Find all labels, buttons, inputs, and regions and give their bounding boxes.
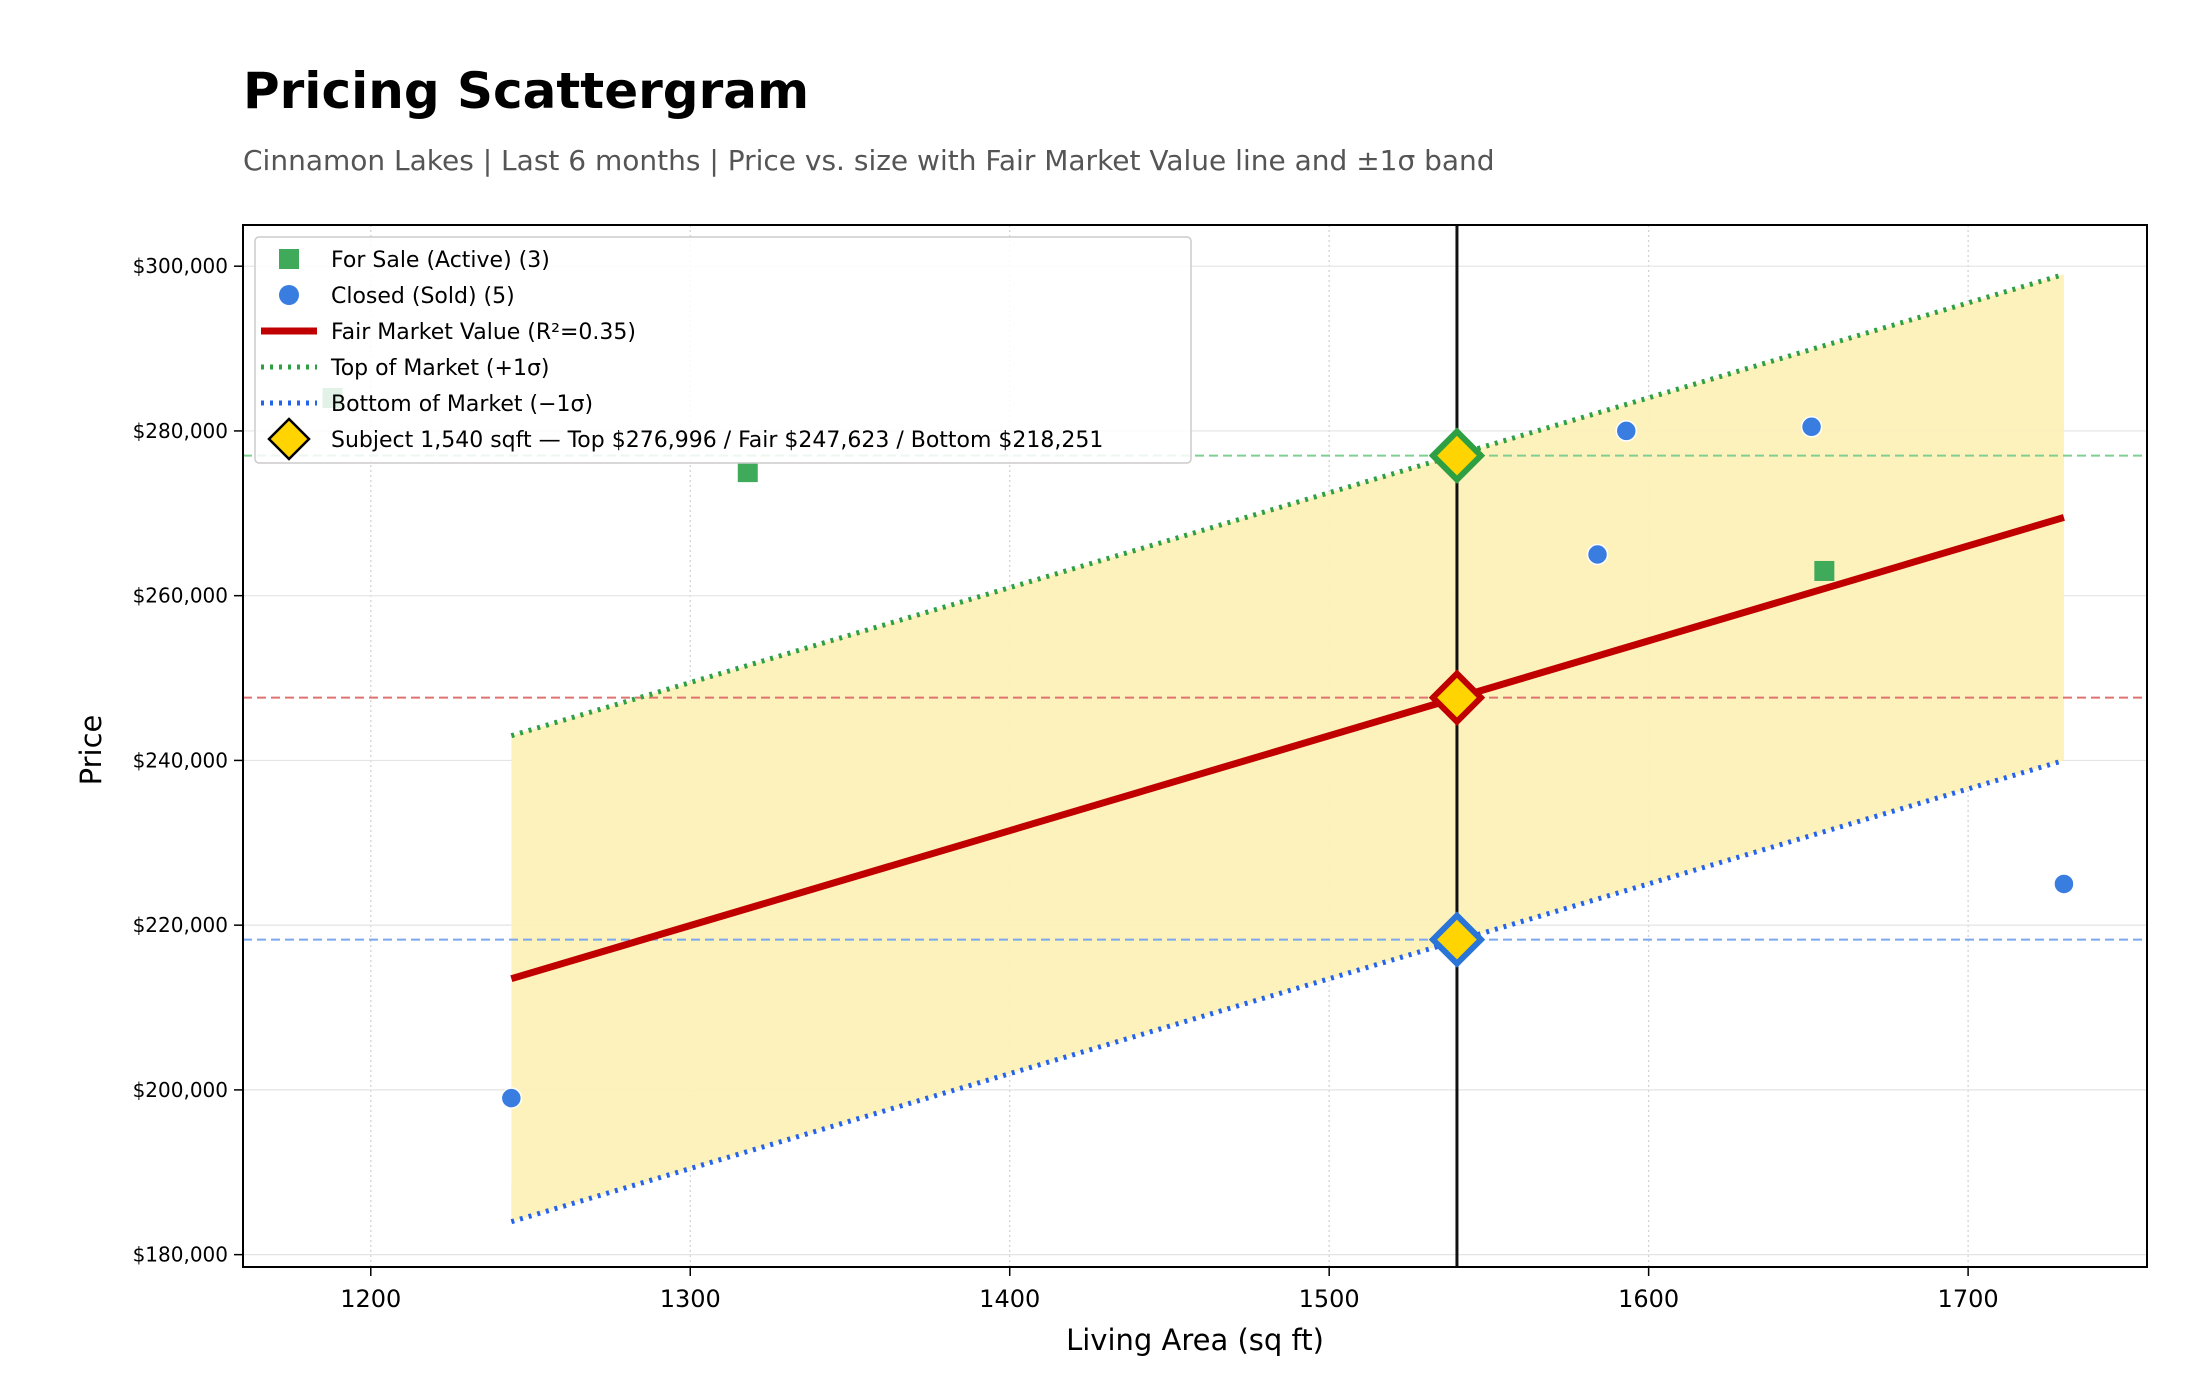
subject-top-marker xyxy=(1428,427,1486,484)
subject-bottom-marker xyxy=(1428,911,1486,968)
y-tick-label: $260,000 xyxy=(133,584,228,608)
x-tick-label: 1400 xyxy=(979,1285,1040,1313)
closed-point xyxy=(2053,873,2075,895)
closed-point xyxy=(1800,416,1823,438)
x-axis-ticks: 1200 1300 1400 1500 1600 1700 xyxy=(340,1267,1999,1313)
legend: For Sale (Active) (3) Closed (Sold) (5) Fa… xyxy=(254,236,1192,464)
regression-lines xyxy=(510,272,2065,1225)
subject-fair-marker xyxy=(1428,669,1486,726)
closed-point xyxy=(1586,543,1609,566)
legend-label: For Sale (Active) (3) xyxy=(331,248,550,273)
legend-swatch-closed xyxy=(279,285,299,305)
y-tick-label: $280,000 xyxy=(133,419,228,443)
legend-label: Bottom of Market (−1σ) xyxy=(331,392,593,417)
legend-box xyxy=(254,236,1192,464)
legend-label: Closed (Sold) (5) xyxy=(331,284,515,309)
legend-label: Subject 1,540 sqft — Top $276,996 / Fair… xyxy=(331,428,1103,453)
legend-swatch-for-sale xyxy=(279,249,299,269)
closed-point xyxy=(500,1087,523,1109)
legend-label: Fair Market Value (R²=0.35) xyxy=(331,320,636,345)
y-tick-label: $200,000 xyxy=(133,1078,228,1102)
fair-market-value-line xyxy=(510,514,2065,983)
y-tick-label: $300,000 xyxy=(133,254,228,278)
closed-point xyxy=(1615,420,1638,442)
for-sale-point xyxy=(1814,560,1835,581)
y-tick-label: $220,000 xyxy=(133,913,228,937)
legend-label: Top of Market (+1σ) xyxy=(330,356,549,381)
y-tick-label: $240,000 xyxy=(133,748,228,772)
x-axis-label: Living Area (sq ft) xyxy=(1066,1323,1324,1357)
x-tick-label: 1700 xyxy=(1938,1285,1999,1313)
y-tick-label: $180,000 xyxy=(133,1243,228,1267)
plot-frame xyxy=(242,224,2148,1268)
x-tick-label: 1200 xyxy=(340,1285,401,1313)
x-tick-label: 1300 xyxy=(660,1285,721,1313)
y-axis-ticks: $180,000 $200,000 $220,000 $240,000 $260,000… xyxy=(133,254,243,1267)
for-sale-point xyxy=(737,462,758,483)
legend-swatch-subject xyxy=(267,417,311,461)
y-axis-label: Price xyxy=(74,715,108,786)
x-tick-label: 1600 xyxy=(1618,1285,1679,1313)
x-tick-label: 1500 xyxy=(1299,1285,1360,1313)
chart-title: Pricing Scattergram xyxy=(243,62,810,120)
subject-markers xyxy=(1428,427,1486,968)
chart-subtitle: Cinnamon Lakes | Last 6 months | Price v… xyxy=(243,144,1495,177)
subject-reference-lines xyxy=(243,454,2147,941)
